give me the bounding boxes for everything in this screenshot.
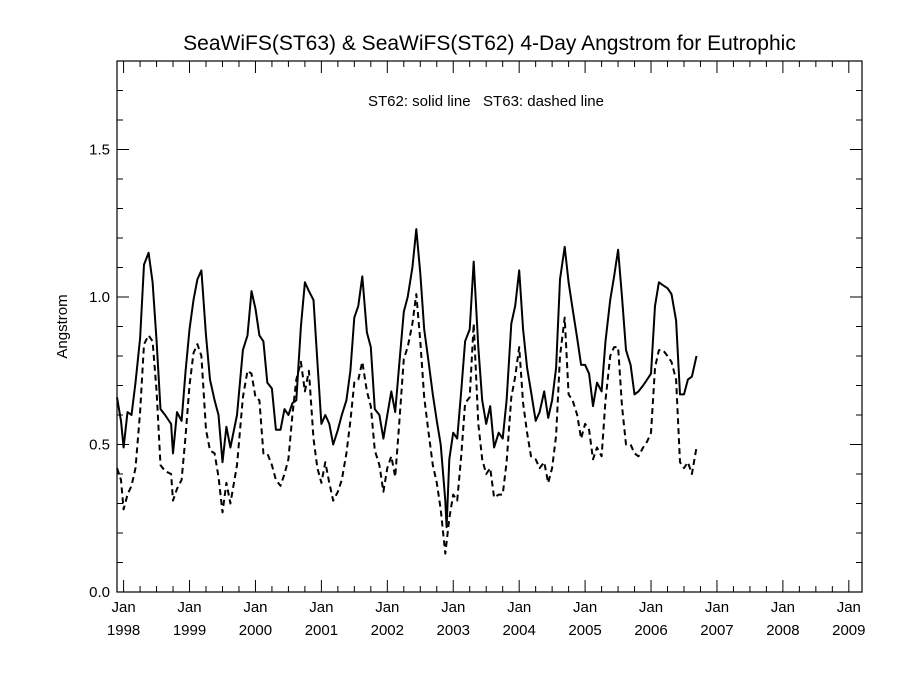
x-tick-month: Jan [441, 599, 465, 616]
x-tick-year: 2005 [568, 622, 601, 639]
x-tick-year: 2006 [634, 622, 667, 639]
x-tick-year: 1998 [107, 622, 140, 639]
legend-annotation: ST62: solid line ST63: dashed line [368, 93, 604, 110]
x-tick-month: Jan [837, 599, 861, 616]
plot-frame [116, 60, 863, 593]
y-tick-label: 0.0 [89, 584, 110, 601]
axis-ticks [117, 60, 862, 593]
x-tick-year: 2001 [305, 622, 338, 639]
x-tick-month: Jan [771, 599, 795, 616]
x-tick-month: Jan [177, 599, 201, 616]
x-tick-year: 2004 [502, 622, 535, 639]
x-tick-year: 2007 [700, 622, 733, 639]
y-tick-label: 0.5 [89, 437, 110, 454]
y-tick-label: 1.0 [89, 289, 110, 306]
x-tick-month: Jan [705, 599, 729, 616]
x-tick-year: 1999 [173, 622, 206, 639]
x-tick-year: 2003 [437, 622, 470, 639]
x-tick-year: 2002 [371, 622, 404, 639]
x-tick-month: Jan [243, 599, 267, 616]
x-tick-month: Jan [639, 599, 663, 616]
series-line-st62 [116, 228, 698, 529]
x-tick-month: Jan [111, 599, 135, 616]
x-tick-year: 2008 [766, 622, 799, 639]
data-series [116, 228, 698, 555]
series-line-st63 [116, 293, 698, 555]
x-tick-month: Jan [507, 599, 531, 616]
x-tick-month: Jan [309, 599, 333, 616]
tick-labels: 0.0 0.5 1.0 1.5 Jan 1998 Jan 1999 Jan 2000 Jan 2001… [89, 142, 865, 640]
x-tick-year: 2009 [832, 622, 865, 639]
chart-title: SeaWiFS(ST63) & SeaWiFS(ST62) 4-Day Angs… [183, 32, 796, 55]
y-axis-label: Angstrom [54, 294, 71, 358]
y-tick-label: 1.5 [89, 142, 110, 159]
x-tick-month: Jan [375, 599, 399, 616]
x-tick-year: 2000 [239, 622, 272, 639]
x-tick-month: Jan [573, 599, 597, 616]
